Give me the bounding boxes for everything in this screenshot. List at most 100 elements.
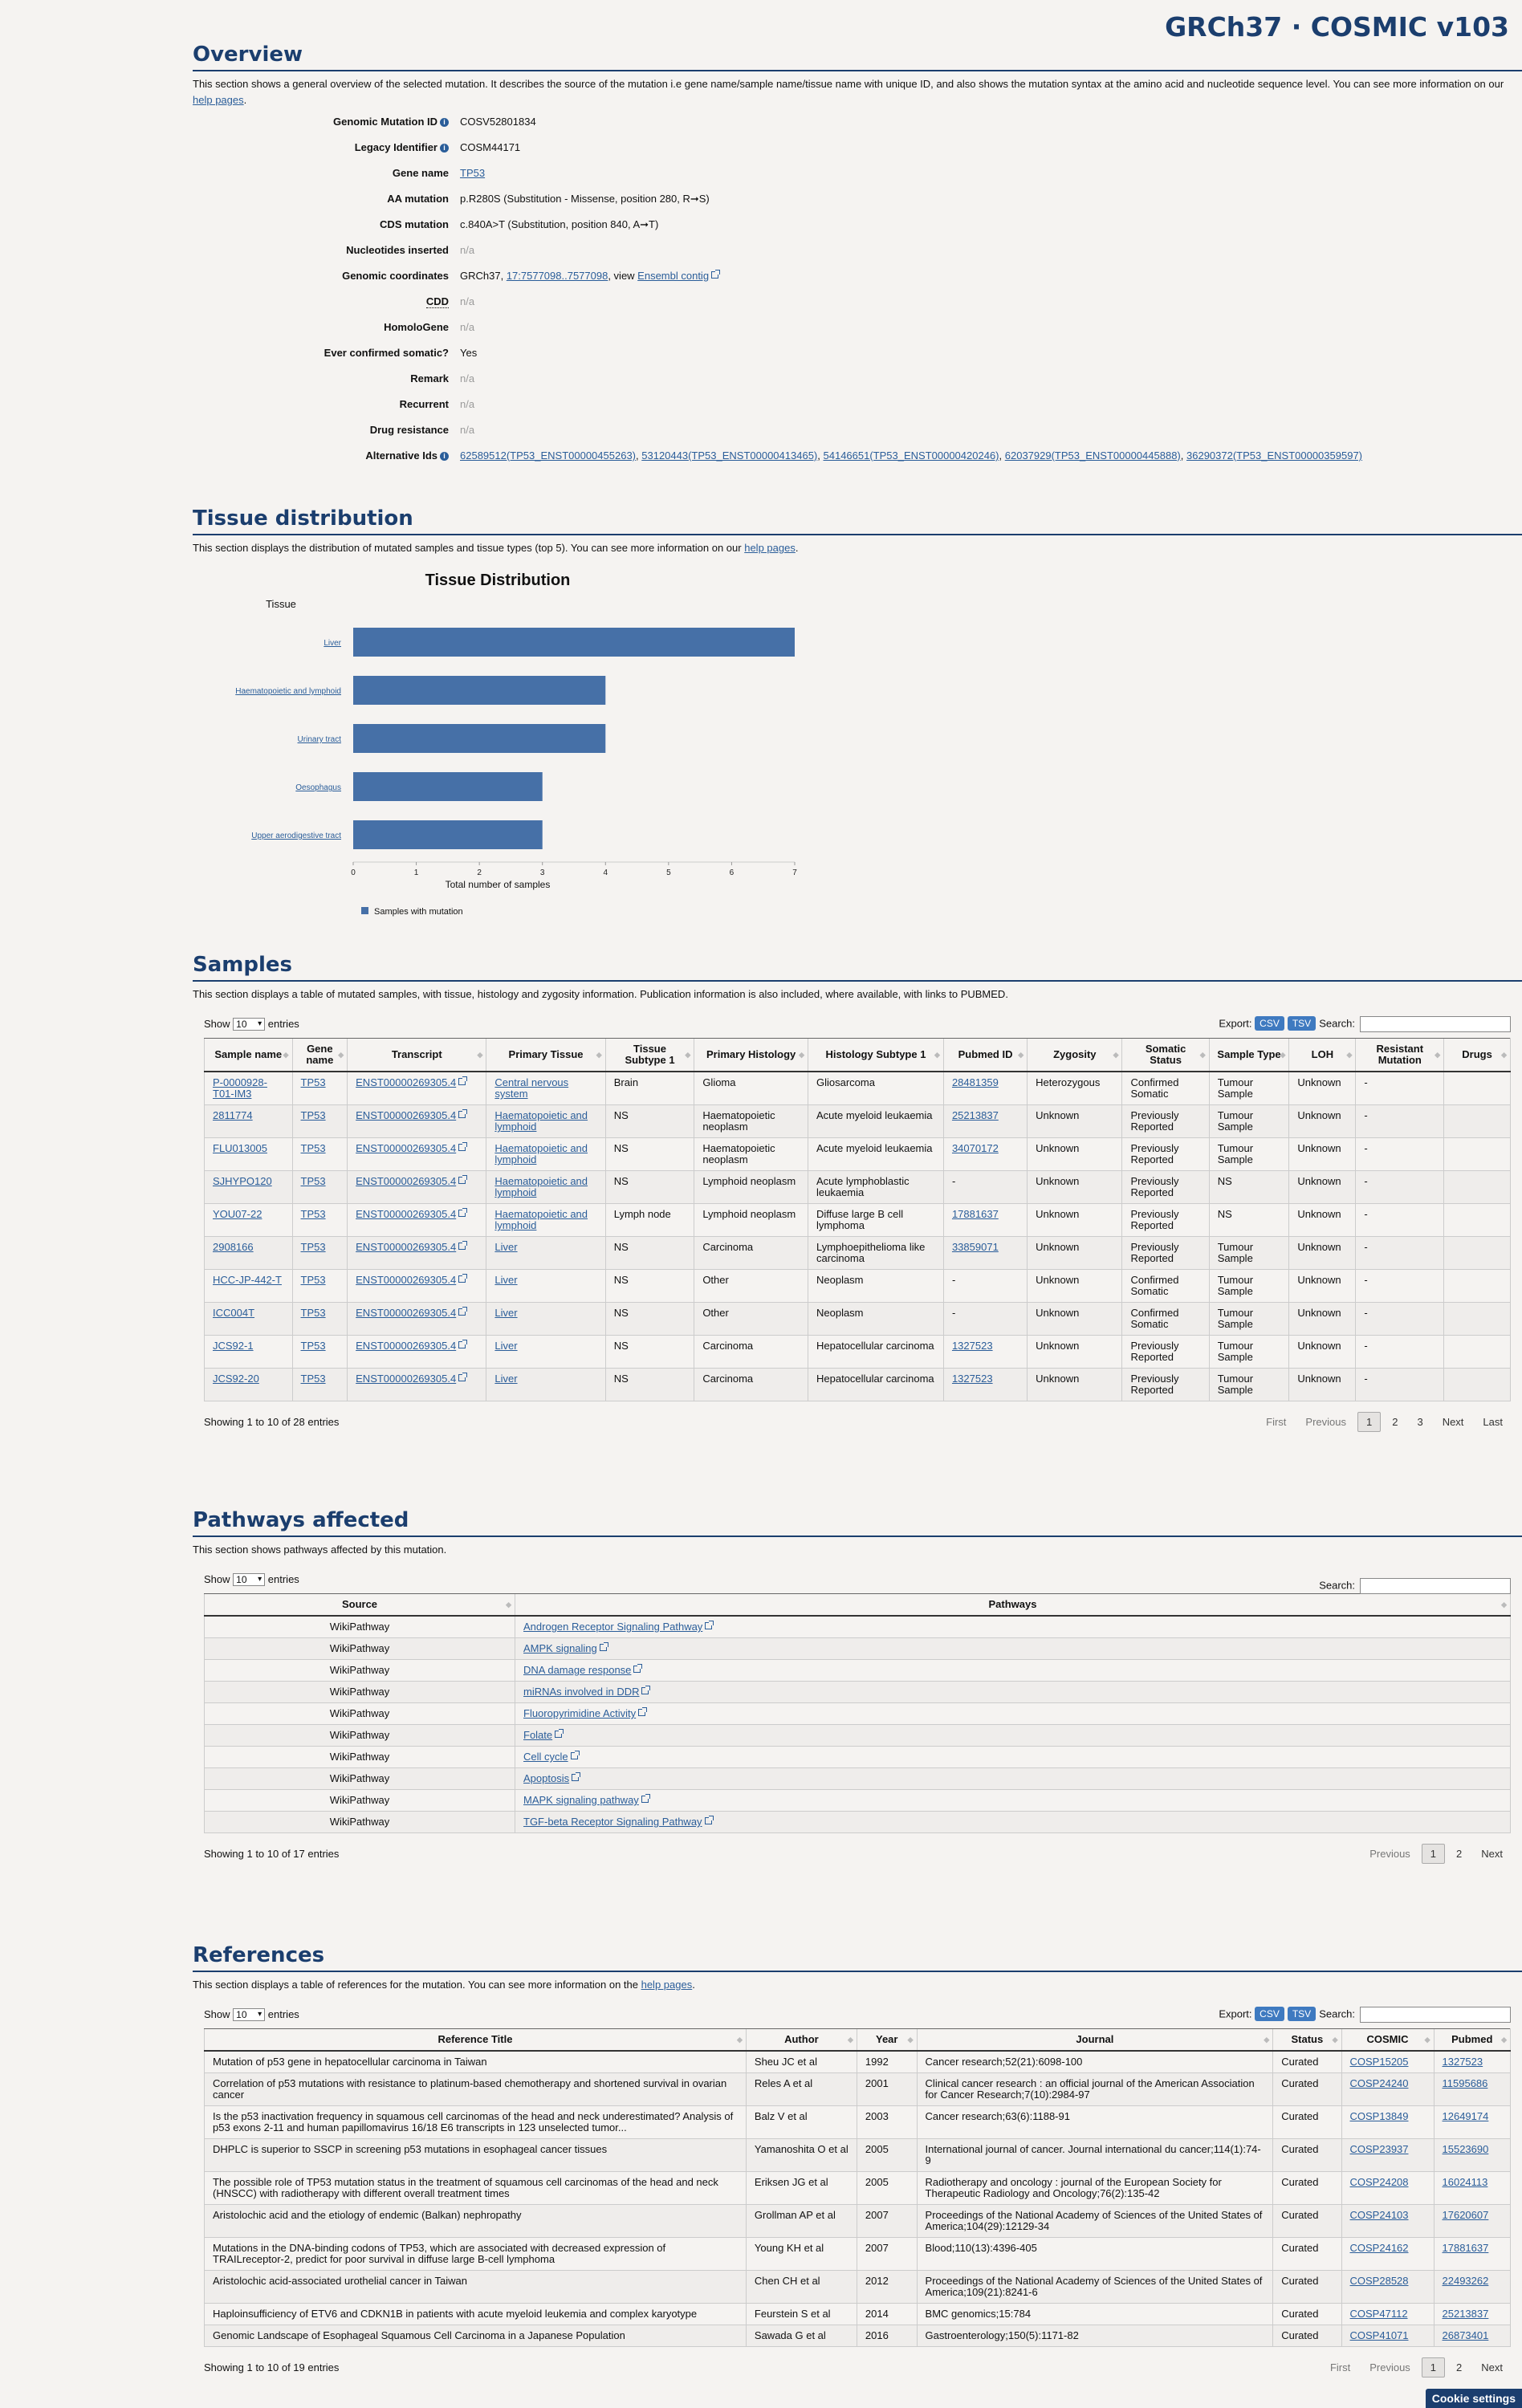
primary-tissue-link[interactable]: Liver (494, 1373, 518, 1385)
pubmed-link[interactable]: 17620607 (1442, 2209, 1489, 2221)
gene-name-link[interactable]: TP53 (300, 1142, 326, 1154)
info-icon[interactable]: i (440, 452, 449, 461)
pathway-link[interactable]: miRNAs involved in DDR (523, 1686, 640, 1698)
page-button-next[interactable]: Next (1481, 2361, 1503, 2373)
cosmic-link[interactable]: COSP41071 (1349, 2329, 1409, 2341)
column-header-source[interactable]: Source ◆ (204, 1593, 515, 1617)
column-header-drugs[interactable]: Drugs ◆ (1443, 1038, 1511, 1072)
page-button-previous[interactable]: Previous (1369, 1847, 1410, 1860)
cosmic-link[interactable]: COSP47112 (1349, 2308, 1408, 2320)
cosmic-link[interactable]: COSP23937 (1349, 2143, 1409, 2155)
bar-liver[interactable] (353, 628, 795, 657)
transcript-link[interactable]: ENST00000269305.4 (356, 1340, 457, 1352)
pathway-link[interactable]: AMPK signaling (523, 1642, 597, 1654)
pubmed-id-link[interactable]: 1327523 (951, 1340, 993, 1352)
column-header-primary-tissue[interactable]: Primary Tissue ◆ (486, 1038, 606, 1072)
sample-name-link[interactable]: JCS92-20 (213, 1373, 259, 1385)
column-header-cosmic[interactable]: COSMIC ◆ (1341, 2028, 1435, 2052)
sample-name-link[interactable]: HCC-JP-442-T (213, 1274, 282, 1286)
page-length-select[interactable]: 10 (233, 2008, 266, 2022)
bar-urinary-tract[interactable] (353, 724, 606, 753)
cosmic-link[interactable]: COSP15205 (1349, 2056, 1409, 2068)
transcript-link[interactable]: ENST00000269305.4 (356, 1373, 457, 1385)
column-header-year[interactable]: Year ◆ (856, 2028, 918, 2052)
tsv-export-button[interactable]: TSV (1287, 2007, 1316, 2022)
gene-name-link[interactable]: TP53 (300, 1076, 326, 1088)
csv-export-button[interactable]: CSV (1255, 2007, 1284, 2022)
page-button-previous[interactable]: Previous (1305, 1415, 1346, 1428)
column-header-status[interactable]: Status ◆ (1272, 2028, 1342, 2052)
pubmed-link[interactable]: 15523690 (1442, 2143, 1489, 2155)
page-button-first[interactable]: First (1266, 1415, 1287, 1428)
column-header-transcript[interactable]: Transcript ◆ (347, 1038, 486, 1072)
transcript-link[interactable]: ENST00000269305.4 (356, 1109, 457, 1121)
pubmed-id-link[interactable]: 34070172 (951, 1142, 999, 1154)
gene-name-link[interactable]: TP53 (460, 167, 486, 179)
pubmed-id-link[interactable]: 33859071 (951, 1241, 999, 1253)
primary-tissue-link[interactable]: Haematopoietic and lymphoid (494, 1142, 588, 1165)
column-header-tissue-subtype-1[interactable]: Tissue Subtype 1 ◆ (604, 1038, 694, 1072)
cookie-settings-button[interactable]: Cookie settings (1425, 2389, 1522, 2408)
references-search-input[interactable] (1360, 2007, 1511, 2023)
column-header-loh[interactable]: LOH ◆ (1288, 1038, 1356, 1072)
primary-tissue-link[interactable]: Liver (494, 1307, 518, 1319)
legend-label[interactable]: Samples with mutation (374, 907, 463, 917)
column-header-sample-name[interactable]: Sample name ◆ (204, 1038, 293, 1072)
category-label-urinary-tract[interactable]: Urinary tract (298, 735, 342, 744)
pathway-link[interactable]: Androgen Receptor Signaling Pathway (523, 1621, 703, 1633)
pubmed-link[interactable]: 12649174 (1442, 2110, 1489, 2122)
column-header-sample-type[interactable]: Sample Type ◆ (1208, 1038, 1289, 1072)
pathway-link[interactable]: Folate (523, 1729, 553, 1741)
pubmed-link[interactable]: 16024113 (1442, 2176, 1488, 2188)
primary-tissue-link[interactable]: Haematopoietic and lymphoid (494, 1175, 588, 1198)
page-button-2[interactable]: 2 (1456, 2361, 1463, 2373)
page-button-1[interactable]: 1 (1357, 1411, 1382, 1432)
category-label-oesophagus[interactable]: Oesophagus (295, 783, 341, 792)
bar-oesophagus[interactable] (353, 772, 543, 801)
primary-tissue-link[interactable]: Liver (494, 1340, 518, 1352)
transcript-link[interactable]: ENST00000269305.4 (356, 1175, 457, 1187)
column-header-pubmed-id[interactable]: Pubmed ID ◆ (942, 1038, 1028, 1072)
pubmed-id-link[interactable]: 17881637 (951, 1208, 999, 1220)
bar-haematopoietic-and-lymphoid[interactable] (353, 676, 606, 705)
page-length-select[interactable]: 10 (233, 1018, 266, 1031)
gene-name-link[interactable]: TP53 (300, 1274, 326, 1286)
category-label-liver[interactable]: Liver (324, 639, 341, 648)
gene-name-link[interactable]: TP53 (300, 1241, 326, 1253)
sample-name-link[interactable]: 2811774 (213, 1109, 253, 1121)
pubmed-link[interactable]: 17881637 (1442, 2242, 1489, 2254)
page-button-1[interactable]: 1 (1421, 1843, 1446, 1864)
info-icon[interactable]: i (440, 144, 449, 153)
primary-tissue-link[interactable]: Haematopoietic and lymphoid (494, 1109, 588, 1133)
alt-id-link[interactable]: 54146651(TP53_ENST00000420246) (823, 449, 999, 462)
pubmed-link[interactable]: 25213837 (1442, 2308, 1489, 2320)
pubmed-link[interactable]: 26873401 (1442, 2329, 1489, 2341)
pathway-link[interactable]: Fluoropyrimidine Activity (523, 1707, 637, 1719)
gene-name-link[interactable]: TP53 (300, 1109, 326, 1121)
sample-name-link[interactable]: ICC004T (213, 1307, 255, 1319)
sample-name-link[interactable]: JCS92-1 (213, 1340, 254, 1352)
sample-name-link[interactable]: 2908166 (213, 1241, 254, 1253)
transcript-link[interactable]: ENST00000269305.4 (356, 1208, 457, 1220)
page-button-first[interactable]: First (1329, 2361, 1351, 2373)
page-button-1[interactable]: 1 (1421, 2357, 1446, 2377)
transcript-link[interactable]: ENST00000269305.4 (356, 1076, 457, 1088)
pubmed-link[interactable]: 11595686 (1442, 2077, 1488, 2089)
alt-id-link[interactable]: 53120443(TP53_ENST00000413465) (641, 449, 818, 462)
page-button-next[interactable]: Next (1481, 1847, 1503, 1860)
cosmic-link[interactable]: COSP24208 (1349, 2176, 1409, 2188)
overview-help-link[interactable]: help pages (193, 94, 244, 106)
pathway-link[interactable]: DNA damage response (523, 1664, 632, 1676)
pathway-link[interactable]: Cell cycle (523, 1751, 568, 1763)
transcript-link[interactable]: ENST00000269305.4 (356, 1307, 457, 1319)
alt-id-link[interactable]: 62589512(TP53_ENST00000455263) (460, 449, 637, 462)
column-header-zygosity[interactable]: Zygosity ◆ (1027, 1038, 1122, 1072)
gene-name-link[interactable]: TP53 (300, 1307, 326, 1319)
primary-tissue-link[interactable]: Haematopoietic and lymphoid (494, 1208, 588, 1231)
category-label-haematopoietic-and-lymphoid[interactable]: Haematopoietic and lymphoid (235, 687, 341, 696)
pubmed-id-link[interactable]: 28481359 (951, 1076, 999, 1088)
cosmic-link[interactable]: COSP24240 (1349, 2077, 1409, 2089)
tsv-export-button[interactable]: TSV (1287, 1016, 1316, 1031)
alt-id-link[interactable]: 36290372(TP53_ENST00000359597) (1186, 449, 1363, 462)
sample-name-link[interactable]: SJHYPO120 (213, 1175, 272, 1187)
